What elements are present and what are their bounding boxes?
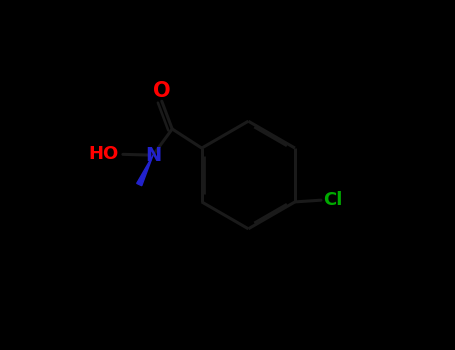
- Text: N: N: [145, 146, 161, 164]
- Polygon shape: [136, 155, 153, 186]
- Text: HO: HO: [88, 145, 118, 163]
- Text: Cl: Cl: [323, 191, 342, 209]
- Text: O: O: [153, 82, 171, 102]
